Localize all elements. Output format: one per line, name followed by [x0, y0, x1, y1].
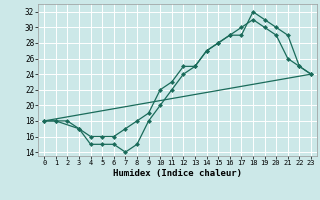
X-axis label: Humidex (Indice chaleur): Humidex (Indice chaleur) — [113, 169, 242, 178]
